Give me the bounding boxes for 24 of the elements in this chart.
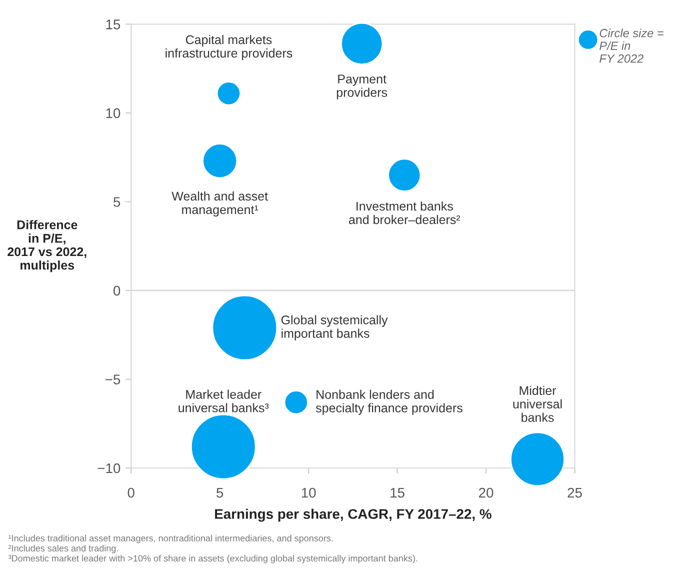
y-tick-label: 5 [114,197,120,207]
y-tick-label: 10 [106,108,120,118]
x-axis-title: Earnings per share, CAGR, FY 2017–22, % [215,508,492,522]
annotation: Market leader universal banks³ [178,390,269,412]
annotation: Payment providers [336,74,388,100]
x-tick-label: 20 [479,488,494,498]
y-axis-title: Difference in P/E, 2017 vs 2022, multiples [8,220,86,272]
annotation: Investment banks and broker–dealers² [349,201,460,224]
annotation: Nonbank lenders and specialty finance providers [316,390,462,415]
x-tick-label: 15 [390,488,404,498]
annotation: Wealth and asset management¹ [172,191,268,217]
y-tick-label: −10 [98,463,120,474]
x-tick-label: 0 [128,488,134,498]
legend-title: Circle size = P/E in FY 2022 [600,28,664,63]
y-tick-label: 0 [114,286,120,296]
text: ¹Includes traditional asset managers, nontraditional intermediaries, and sponsors. ²Includes sales and trading. ³Domestic market leader with >10% of share in assets (excluding global systemically important banks). [8,534,418,564]
x-tick-label: 5 [216,488,224,498]
annotation: Capital markets infrastructure providers [166,34,292,60]
y-tick-label: −5 [106,374,120,384]
x-tick-label: 10 [302,488,316,498]
y-tick-label: 15 [106,20,120,30]
x-tick-label: 25 [568,488,582,498]
annotation: Global systemically important banks [281,315,388,340]
annotation: Midtier universal banks [513,386,562,422]
